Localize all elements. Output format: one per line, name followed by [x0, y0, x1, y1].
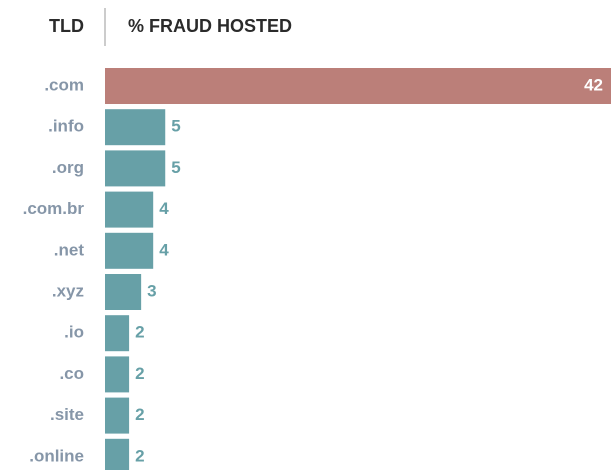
- value-label: 4: [159, 240, 169, 259]
- bar: [105, 356, 130, 393]
- value-label: 3: [147, 281, 156, 300]
- value-label: 2: [135, 323, 144, 342]
- bar: [105, 232, 154, 269]
- category-label: .co: [59, 364, 84, 383]
- category-label: .com: [44, 75, 84, 94]
- bar: [105, 397, 130, 434]
- bar: [105, 274, 142, 310]
- bar: [105, 68, 611, 104]
- category-label: .online: [29, 446, 84, 465]
- bar: [105, 109, 166, 146]
- bar: [105, 438, 130, 470]
- category-label: .site: [50, 405, 84, 424]
- category-label: .org: [52, 158, 84, 177]
- category-label: .xyz: [52, 281, 84, 300]
- category-label: .io: [64, 323, 84, 342]
- category-label: .net: [54, 240, 85, 259]
- value-label: 42: [584, 75, 603, 94]
- value-label: 2: [135, 446, 144, 465]
- value-label: 5: [171, 117, 180, 136]
- bar: [105, 150, 166, 187]
- category-label: .info: [48, 117, 84, 136]
- value-label: 4: [159, 199, 169, 218]
- value-label: 2: [135, 364, 144, 383]
- value-label: 5: [171, 158, 180, 177]
- value-header: % FRAUD HOSTED: [128, 16, 292, 36]
- bar: [105, 191, 154, 228]
- category-header: TLD: [49, 16, 84, 36]
- bar: [105, 315, 130, 352]
- category-label: .com.br: [23, 199, 85, 218]
- value-label: 2: [135, 405, 144, 424]
